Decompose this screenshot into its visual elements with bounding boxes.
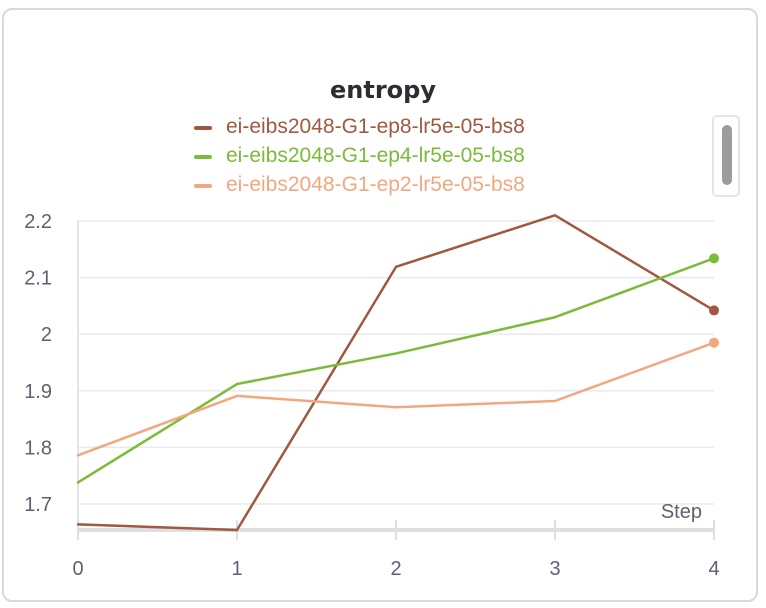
series-end-point-2 <box>709 337 719 348</box>
chart-title: entropy <box>330 76 436 104</box>
series-line-1 <box>76 257 716 484</box>
y-tick-label: 2.1 <box>24 268 52 290</box>
y-tick-label: 2.2 <box>24 211 52 233</box>
series-line-2 <box>76 341 716 457</box>
legend-swatch-ep4 <box>194 155 212 159</box>
series-line-0 <box>76 214 716 532</box>
y-tick-label: 1.7 <box>24 494 52 516</box>
legend-scrollbar[interactable] <box>712 115 740 197</box>
x-tick-label: 0 <box>72 558 83 580</box>
chart-panel <box>2 8 758 602</box>
x-tick-label: 3 <box>549 558 560 580</box>
y-tick-label: 1.9 <box>24 381 52 403</box>
legend-swatch-ep8 <box>194 126 212 130</box>
x-tick-label: 4 <box>708 558 719 580</box>
series-end-point-0 <box>709 305 719 316</box>
y-tick-label: 2 <box>41 324 52 346</box>
legend-label-ep8: ei-eibs2048-G1-ep8-lr5e-05-bs8 <box>226 115 525 138</box>
legend-swatch-ep2 <box>194 184 212 188</box>
series-end-point-1 <box>709 253 719 264</box>
legend-scrollbar-thumb[interactable] <box>722 125 732 185</box>
legend-label-ep2: ei-eibs2048-G1-ep2-lr5e-05-bs8 <box>226 173 525 196</box>
y-tick-label: 1.8 <box>24 437 52 459</box>
x-tick-label: 1 <box>231 558 242 580</box>
x-tick-label: 2 <box>390 558 401 580</box>
x-axis-label: Step <box>661 501 702 523</box>
legend-label-ep4: ei-eibs2048-G1-ep4-lr5e-05-bs8 <box>226 144 525 167</box>
